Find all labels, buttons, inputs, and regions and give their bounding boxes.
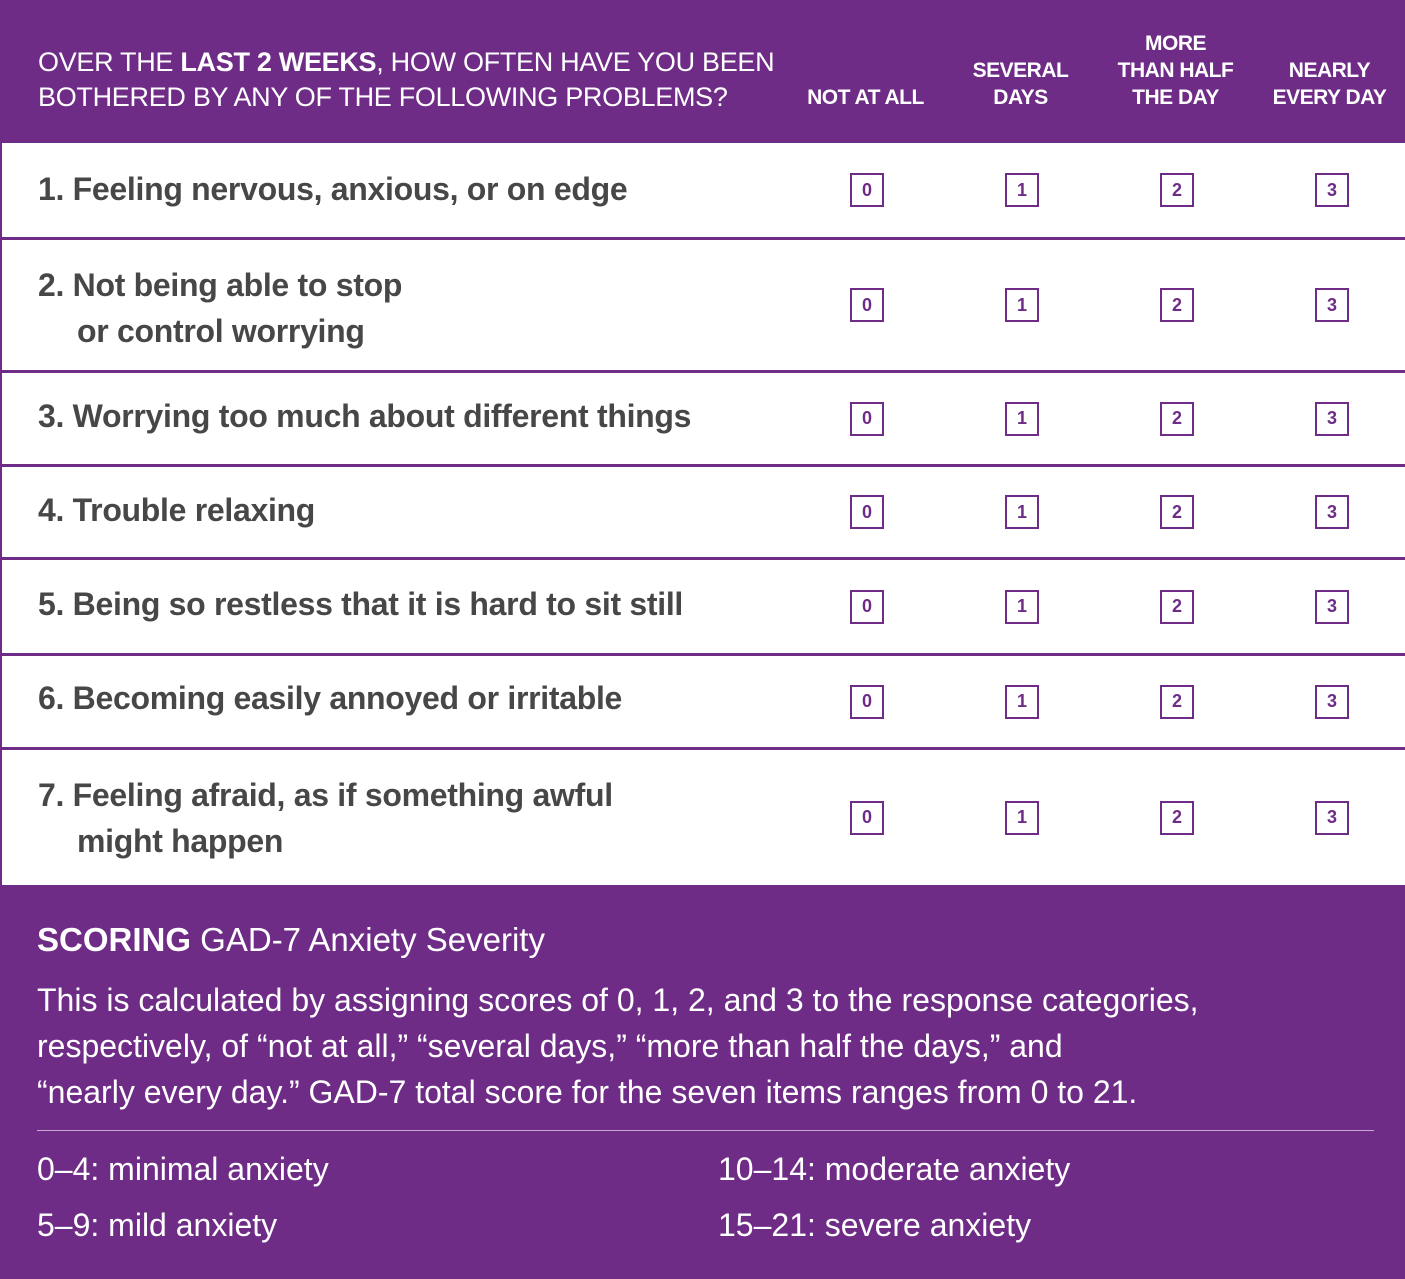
scoring-subtitle: GAD-7 Anxiety Severity — [191, 921, 545, 958]
column-several-days: SEVERAL DAYS — [943, 57, 1098, 111]
question-text: 5. Being so restless that it is hard to … — [38, 581, 683, 627]
score-checkbox-1[interactable]: 1 — [1005, 401, 1039, 436]
range-moderate: 10–14: moderate anxiety — [718, 1151, 1071, 1187]
question-row: 1. Feeling nervous, anxious, or on edge 0… — [2, 143, 1405, 237]
score-checkbox-3[interactable]: 3 — [1315, 800, 1349, 835]
divider — [37, 1130, 1374, 1131]
question-line: 3. Worrying too much about different thi… — [38, 398, 692, 434]
score-checkbox-2[interactable]: 2 — [1160, 288, 1194, 322]
score-checkbox-1[interactable]: 1 — [1005, 495, 1039, 529]
table-header: OVER THE LAST 2 WEEKS, HOW OFTEN HAVE YO… — [0, 0, 1405, 143]
score-checkbox-3[interactable]: 3 — [1315, 495, 1349, 529]
scoring-section: SCORING GAD-7 Anxiety Severity This is c… — [0, 885, 1405, 1279]
question-text: 7. Feeling afraid, as if something awful… — [38, 772, 613, 864]
score-checkbox-0[interactable]: 0 — [850, 495, 884, 529]
heading-text: OVER THE — [38, 47, 181, 77]
question-row: 6. Becoming easily annoyed or irritable 0… — [2, 656, 1405, 747]
question-text: 3. Worrying too much about different thi… — [38, 393, 691, 439]
column-label: THE DAY — [1132, 86, 1219, 109]
score-checkbox-0[interactable]: 0 — [850, 684, 884, 719]
column-label: DAYS — [993, 86, 1048, 109]
question-line: might happen — [77, 823, 284, 859]
range-mild: 5–9: mild anxiety — [37, 1207, 278, 1243]
score-checkbox-2[interactable]: 2 — [1160, 173, 1194, 207]
question-text: 1. Feeling nervous, anxious, or on edge — [38, 166, 628, 212]
score-checkbox-3[interactable]: 3 — [1315, 173, 1349, 207]
column-label: MORE — [1145, 32, 1207, 55]
score-checkbox-2[interactable]: 2 — [1160, 495, 1194, 529]
scoring-label: SCORING — [37, 921, 192, 958]
scoring-description: This is calculated by assigning scores o… — [37, 977, 1377, 1115]
score-checkbox-1[interactable]: 1 — [1005, 173, 1039, 207]
question-text: 6. Becoming easily annoyed or irritable — [38, 675, 622, 721]
column-label: NOT AT ALL — [807, 86, 924, 109]
score-checkbox-2[interactable]: 2 — [1160, 800, 1194, 835]
question-line: 1. Feeling nervous, anxious, or on edge — [38, 171, 628, 207]
score-checkbox-1[interactable]: 1 — [1005, 589, 1039, 624]
description-line: “nearly every day.” GAD-7 total score fo… — [37, 1074, 1138, 1110]
column-not-at-all: NOT AT ALL — [788, 84, 943, 111]
question-line: 4. Trouble relaxing — [38, 492, 316, 528]
question-line: 2. Not being able to stop — [38, 267, 403, 303]
score-checkbox-3[interactable]: 3 — [1315, 589, 1349, 624]
question-line: 5. Being so restless that it is hard to … — [38, 586, 684, 622]
column-label: EVERY DAY — [1272, 86, 1387, 109]
question-heading: OVER THE LAST 2 WEEKS, HOW OFTEN HAVE YO… — [38, 45, 775, 115]
question-text: 4. Trouble relaxing — [38, 487, 315, 533]
score-checkbox-0[interactable]: 0 — [850, 288, 884, 322]
heading-text: BOTHERED BY ANY OF THE FOLLOWING PROBLEM… — [38, 82, 728, 112]
question-row: 5. Being so restless that it is hard to … — [2, 560, 1405, 653]
heading-text: , HOW OFTEN HAVE YOU BEEN — [376, 47, 775, 77]
column-more-than-half: MORE THAN HALF THE DAY — [1098, 30, 1253, 111]
score-checkbox-2[interactable]: 2 — [1160, 684, 1194, 719]
range-minimal: 0–4: minimal anxiety — [37, 1151, 329, 1187]
score-checkbox-3[interactable]: 3 — [1315, 288, 1349, 322]
heading-emphasis: LAST 2 WEEKS — [180, 47, 377, 77]
score-checkbox-2[interactable]: 2 — [1160, 589, 1194, 624]
question-row: 4. Trouble relaxing 0 1 2 3 — [2, 467, 1405, 557]
question-line: 7. Feeling afraid, as if something awful — [38, 777, 613, 813]
column-label: NEARLY — [1288, 59, 1371, 82]
scoring-title: SCORING GAD-7 Anxiety Severity — [37, 921, 545, 959]
score-checkbox-0[interactable]: 0 — [850, 589, 884, 624]
range-severe: 15–21: severe anxiety — [718, 1207, 1032, 1243]
question-line: or control worrying — [77, 313, 365, 349]
score-checkbox-2[interactable]: 2 — [1160, 401, 1194, 436]
score-checkbox-0[interactable]: 0 — [850, 800, 884, 835]
column-nearly-every-day: NEARLY EVERY DAY — [1252, 57, 1405, 111]
question-row: 3. Worrying too much about different thi… — [2, 373, 1405, 464]
column-label: THAN HALF — [1117, 59, 1234, 82]
score-checkbox-3[interactable]: 3 — [1315, 401, 1349, 436]
question-line: 6. Becoming easily annoyed or irritable — [38, 680, 623, 716]
question-row: 2. Not being able to stop or control worr… — [2, 240, 1405, 370]
score-checkbox-1[interactable]: 1 — [1005, 684, 1039, 719]
score-checkbox-3[interactable]: 3 — [1315, 684, 1349, 719]
score-checkbox-1[interactable]: 1 — [1005, 800, 1039, 835]
score-checkbox-1[interactable]: 1 — [1005, 288, 1039, 322]
score-checkbox-0[interactable]: 0 — [850, 173, 884, 207]
description-line: respectively, of “not at all,” “several … — [37, 1028, 1063, 1064]
column-label: SEVERAL — [972, 59, 1069, 82]
question-text: 2. Not being able to stop or control worr… — [38, 262, 402, 354]
question-row: 7. Feeling afraid, as if something awful… — [2, 750, 1405, 885]
description-line: This is calculated by assigning scores o… — [37, 982, 1199, 1018]
score-checkbox-0[interactable]: 0 — [850, 401, 884, 436]
